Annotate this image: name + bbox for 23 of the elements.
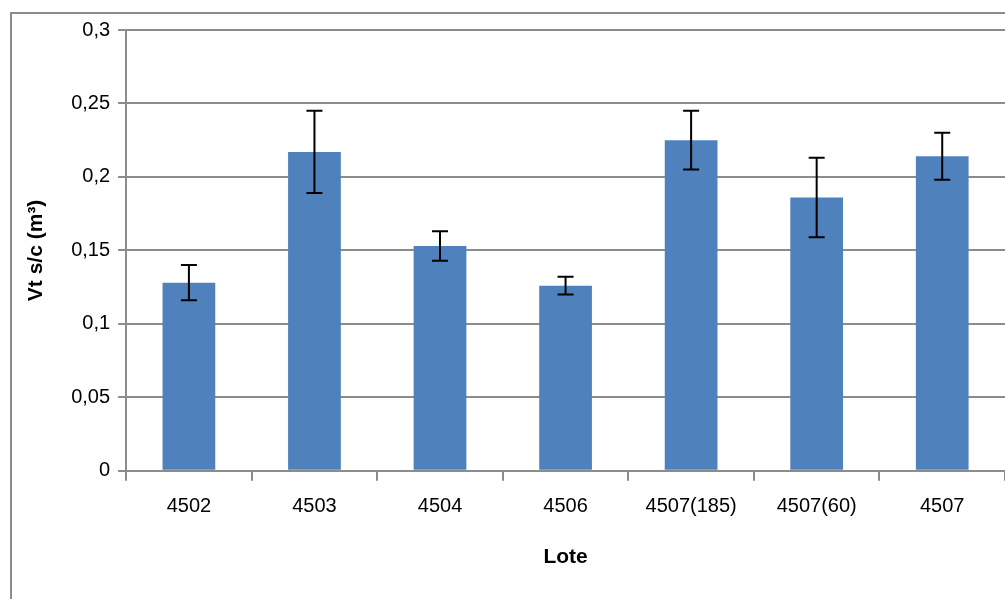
bar <box>539 285 592 470</box>
bar <box>162 282 216 470</box>
y-tick-label: 0 <box>99 458 111 481</box>
x-tick-label: 4502 <box>166 494 212 517</box>
y-tick-label: 0,15 <box>71 237 111 260</box>
bar <box>664 140 718 470</box>
y-tick-label: 0,3 <box>82 17 111 40</box>
x-tick-label: 4504 <box>417 494 463 517</box>
y-tick-label: 0,25 <box>71 90 111 113</box>
x-tick-label: 4506 <box>543 494 588 517</box>
y-tick-label: 0,1 <box>82 311 111 334</box>
x-tick-label: 4507(185) <box>645 494 737 517</box>
bar <box>915 156 969 470</box>
x-axis-title: Lote <box>543 544 588 568</box>
y-tick-label: 0,2 <box>82 164 111 187</box>
y-tick-label: 0,05 <box>71 384 111 407</box>
y-axis-title: Vt s/c (m³) <box>23 199 47 302</box>
bar <box>790 197 844 470</box>
bar <box>413 245 467 470</box>
x-tick-label: 4503 <box>292 494 337 517</box>
x-tick-label: 4507(60) <box>776 494 857 517</box>
x-tick-label: 4507 <box>919 494 965 517</box>
bar <box>288 151 341 470</box>
